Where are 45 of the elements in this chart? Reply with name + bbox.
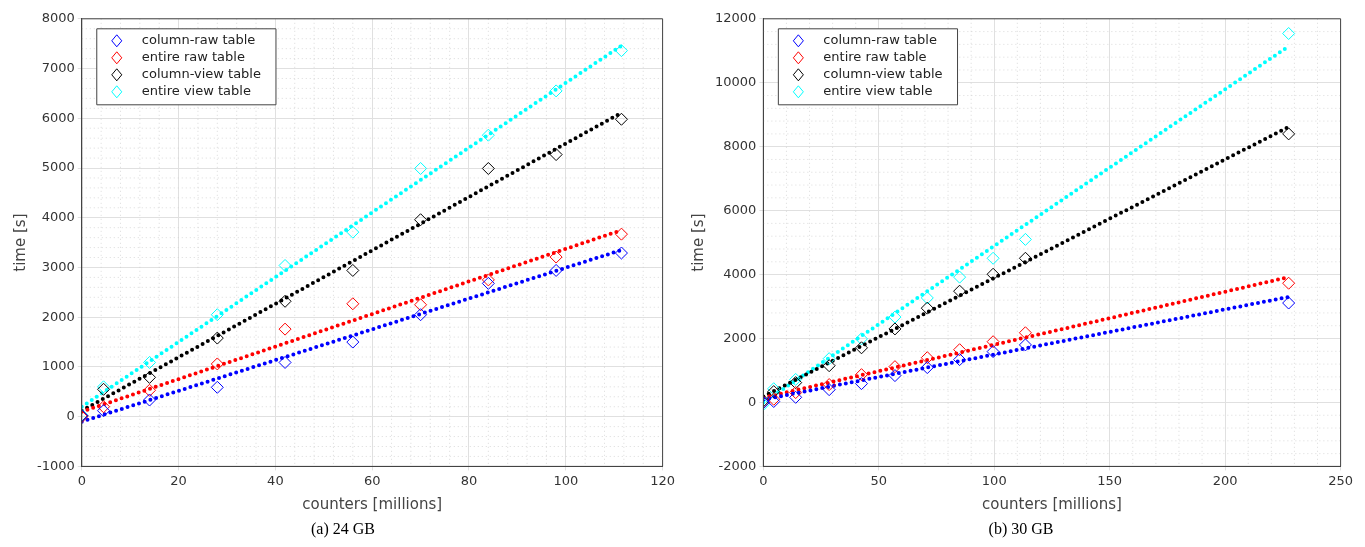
y-tick-label: 2000 [41, 308, 75, 324]
x-tick-label: 50 [870, 472, 888, 488]
x-tick-label: 150 [1097, 472, 1123, 488]
legend-label: column-raw table [141, 32, 256, 48]
x-tick-label: 80 [460, 472, 478, 488]
x-tick-label: 20 [170, 472, 187, 488]
y-tick-label: 8000 [41, 10, 75, 26]
x-tick-label: 100 [981, 472, 1007, 488]
y-tick-label: 8000 [723, 138, 757, 154]
x-tick-label: 250 [1328, 472, 1354, 488]
legend-label: entire view table [823, 83, 933, 99]
y-tick-label: 6000 [41, 109, 75, 125]
x-axis-title: counters [millions] [302, 494, 443, 513]
y-tick-label: 1000 [41, 358, 75, 374]
text: (a) 24 GB [310, 520, 376, 538]
x-tick-label: 100 [553, 472, 579, 488]
x-tick-label: 200 [1212, 472, 1238, 488]
x-tick-label: 0 [759, 472, 768, 488]
y-tick-label: 4000 [41, 209, 75, 225]
y-tick-label: 5000 [41, 159, 75, 175]
x-tick-label: 60 [363, 472, 381, 488]
y-tick-label: 6000 [723, 202, 757, 217]
legend-label: column-view table [141, 66, 261, 82]
x-tick-label: 120 [650, 472, 676, 488]
y-tick-label: 12000 [715, 10, 757, 26]
x-axis-title: counters [millions] [982, 494, 1122, 513]
y-tick-label: 10000 [715, 74, 757, 90]
y-tick-label: 3000 [41, 258, 75, 274]
y-tick-label: -1000 [36, 457, 75, 473]
x-tick-label: 40 [267, 472, 284, 488]
legend-label: entire raw table [823, 49, 927, 65]
y-tick-label: -2000 [718, 457, 757, 473]
y-tick-label: 0 [66, 408, 75, 424]
text: (b) 30 GB [987, 520, 1055, 538]
legend-label: entire raw table [141, 49, 245, 65]
legend-label: entire view table [141, 83, 251, 99]
y-tick-label: 7000 [41, 59, 75, 75]
legend-label: column-raw table [823, 32, 937, 48]
y-tick-label: 0 [748, 393, 757, 409]
y-axis-title: time [s] [688, 213, 707, 272]
y-axis-title: time [s] [10, 213, 29, 272]
y-tick-label: 2000 [723, 329, 757, 345]
x-tick-label: 0 [77, 472, 86, 488]
legend-label: column-view table [823, 66, 943, 82]
y-tick-label: 4000 [723, 265, 757, 281]
